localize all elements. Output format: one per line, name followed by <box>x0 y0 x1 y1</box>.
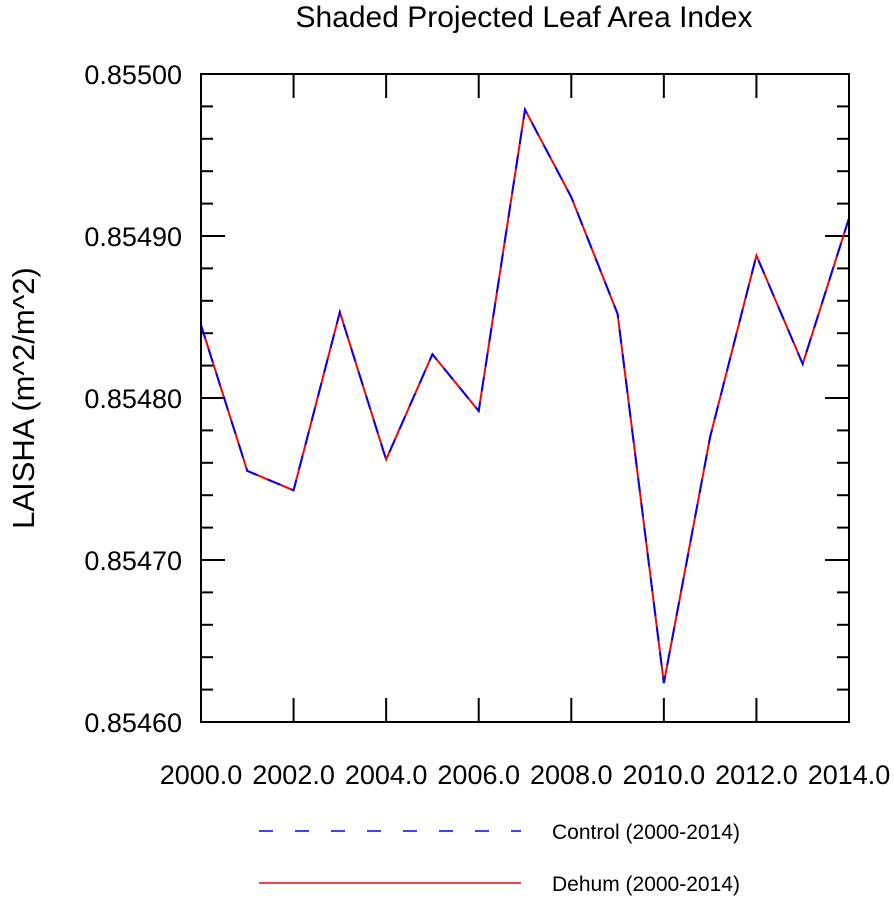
x-tick-label: 2010.0 <box>623 760 706 790</box>
axis-ticks <box>200 73 850 723</box>
x-tick-label: 2006.0 <box>437 760 520 790</box>
series-layer <box>200 106 850 684</box>
y-axis-label: LAISHA (m^2/m^2) <box>6 267 41 529</box>
x-tick-label: 2012.0 <box>715 760 798 790</box>
x-tick-label: 2002.0 <box>252 760 335 790</box>
y-tick-label: 0.85460 <box>84 708 182 738</box>
x-tick-label: 2008.0 <box>530 760 613 790</box>
legend: Control (2000-2014) Dehum (2000-2014) <box>259 821 740 896</box>
x-tick-label: 2004.0 <box>345 760 428 790</box>
legend-label: Control (2000-2014) <box>552 821 740 844</box>
chart-title: Shaded Projected Leaf Area Index <box>295 1 752 34</box>
x-tick-label: 2000.0 <box>160 760 243 790</box>
y-tick-labels: 0.85460 0.85470 0.85480 0.85490 0.85500 <box>84 60 182 738</box>
y-tick-label: 0.85470 <box>84 546 182 576</box>
y-tick-label: 0.85490 <box>84 222 182 252</box>
x-tick-labels: 2000.0 2002.0 2004.0 2006.0 2008.0 2010.0 2012… <box>160 760 891 790</box>
legend-label: Dehum (2000-2014) <box>552 873 740 896</box>
plot-frame <box>200 73 850 723</box>
y-tick-label: 0.85500 <box>84 60 182 90</box>
x-tick-label: 2014.0 <box>808 760 891 790</box>
series-line <box>200 106 850 684</box>
y-tick-label: 0.85480 <box>84 384 182 414</box>
series-line <box>200 106 850 684</box>
